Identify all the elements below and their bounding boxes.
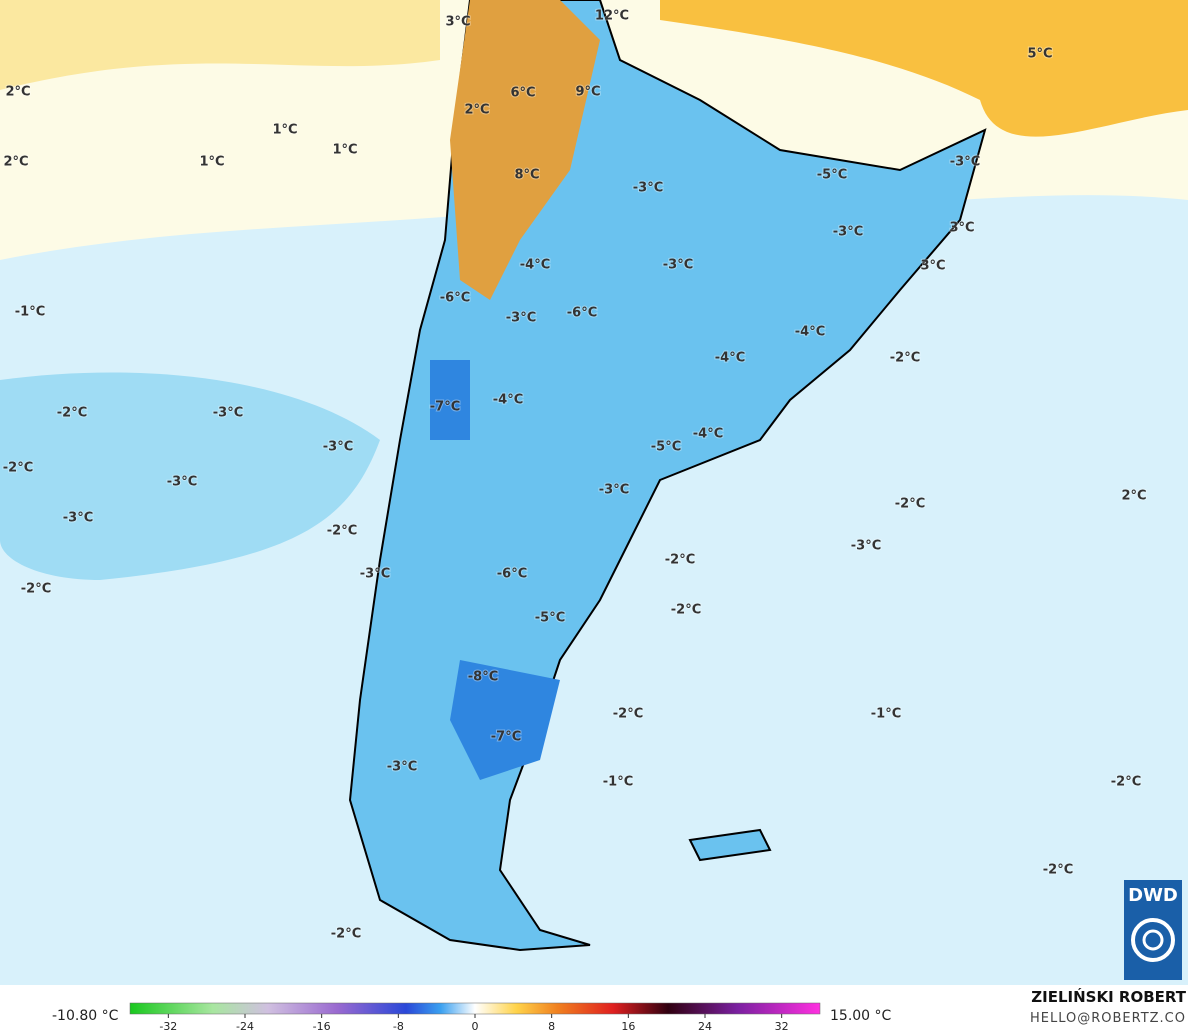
temp-label: -2°C xyxy=(57,406,87,421)
temp-label: -4°C xyxy=(520,258,550,273)
cool-zone xyxy=(0,372,380,580)
temp-label: -7°C xyxy=(491,730,521,745)
colorbar-tick-label: -24 xyxy=(236,1020,254,1033)
cold-core xyxy=(430,360,560,780)
colorbar-tick-label: 8 xyxy=(548,1020,555,1033)
temp-label: -4°C xyxy=(795,325,825,340)
temp-label: 12°C xyxy=(595,9,629,24)
temp-label: -3°C xyxy=(851,539,881,554)
temp-label: 8°C xyxy=(514,168,539,183)
temp-label: -7°C xyxy=(430,400,460,415)
temp-label: 2°C xyxy=(5,85,30,100)
credit-name: ZIELIŃSKI ROBERT xyxy=(1031,987,1186,1006)
temp-label: -4°C xyxy=(715,351,745,366)
temp-label: -6°C xyxy=(497,567,527,582)
temp-label: -2°C xyxy=(1111,775,1141,790)
colorbar-tick-label: 16 xyxy=(621,1020,635,1033)
temp-label: -3°C xyxy=(360,567,390,582)
temp-label: -2°C xyxy=(331,927,361,942)
temp-label: -3°C xyxy=(599,483,629,498)
temp-label: 1°C xyxy=(199,155,224,170)
temp-label: -2°C xyxy=(327,524,357,539)
temp-label: -2°C xyxy=(665,553,695,568)
temp-label: -3°C xyxy=(633,181,663,196)
colorbar-tick-label: 0 xyxy=(472,1020,479,1033)
logo-swirl xyxy=(1131,918,1175,962)
temp-label: -3°C xyxy=(167,475,197,490)
warm-zone xyxy=(0,0,440,90)
colorbar xyxy=(129,1002,821,1015)
temp-label: 2°C xyxy=(1121,489,1146,504)
temp-label: 3°C xyxy=(920,259,945,274)
temp-label: -4°C xyxy=(493,393,523,408)
temp-label: 9°C xyxy=(575,85,600,100)
temp-label: -2°C xyxy=(3,461,33,476)
warm-zone-east xyxy=(660,0,1188,137)
temp-label: -2°C xyxy=(1043,863,1073,878)
temp-label: -3°C xyxy=(213,406,243,421)
colorbar-min: -10.80 °C xyxy=(52,1008,119,1024)
temp-label: -3°C xyxy=(323,440,353,455)
temp-label: -5°C xyxy=(535,611,565,626)
temp-label: -1°C xyxy=(871,707,901,722)
colorbar-tick-label: 32 xyxy=(775,1020,789,1033)
temp-label: -6°C xyxy=(440,291,470,306)
temp-label: -2°C xyxy=(671,603,701,618)
temp-label: -3°C xyxy=(663,258,693,273)
temp-label: -3°C xyxy=(506,311,536,326)
temp-label: 2°C xyxy=(464,103,489,118)
temp-label: -3°C xyxy=(950,155,980,170)
colorbar-tick-label: -16 xyxy=(313,1020,331,1033)
temp-label: -2°C xyxy=(21,582,51,597)
credit-email: HELLO@ROBERTZ.CO xyxy=(1030,1011,1186,1026)
temp-label: -1°C xyxy=(15,305,45,320)
temp-label: -3°C xyxy=(833,225,863,240)
temp-label: 1°C xyxy=(332,143,357,158)
temp-label: 2°C xyxy=(3,155,28,170)
andes-warm xyxy=(450,0,600,300)
temp-label: -1°C xyxy=(603,775,633,790)
colorbar-tick-label: -8 xyxy=(393,1020,404,1033)
temp-label: 6°C xyxy=(510,86,535,101)
falklands xyxy=(688,828,772,862)
temp-label: -5°C xyxy=(817,168,847,183)
logo-swirl-inner xyxy=(1142,929,1164,951)
colorbar-max: 15.00 °C xyxy=(830,1008,892,1024)
temp-label: -5°C xyxy=(651,440,681,455)
temp-label: -6°C xyxy=(567,306,597,321)
colorbar-tick-label: -32 xyxy=(159,1020,177,1033)
temp-label: -2°C xyxy=(890,351,920,366)
temp-label: -3°C xyxy=(63,511,93,526)
temp-label: 3°C xyxy=(949,221,974,236)
temp-label: 5°C xyxy=(1027,47,1052,62)
temp-label: 1°C xyxy=(272,123,297,138)
temp-label: -2°C xyxy=(895,497,925,512)
temp-label: -3°C xyxy=(387,760,417,775)
temp-label: -8°C xyxy=(468,670,498,685)
temp-label: 3°C xyxy=(445,15,470,30)
logo-text: DWD xyxy=(1128,885,1178,906)
temp-label: -4°C xyxy=(693,427,723,442)
colorbar-tick-label: 24 xyxy=(698,1020,712,1033)
temp-label: -2°C xyxy=(613,707,643,722)
